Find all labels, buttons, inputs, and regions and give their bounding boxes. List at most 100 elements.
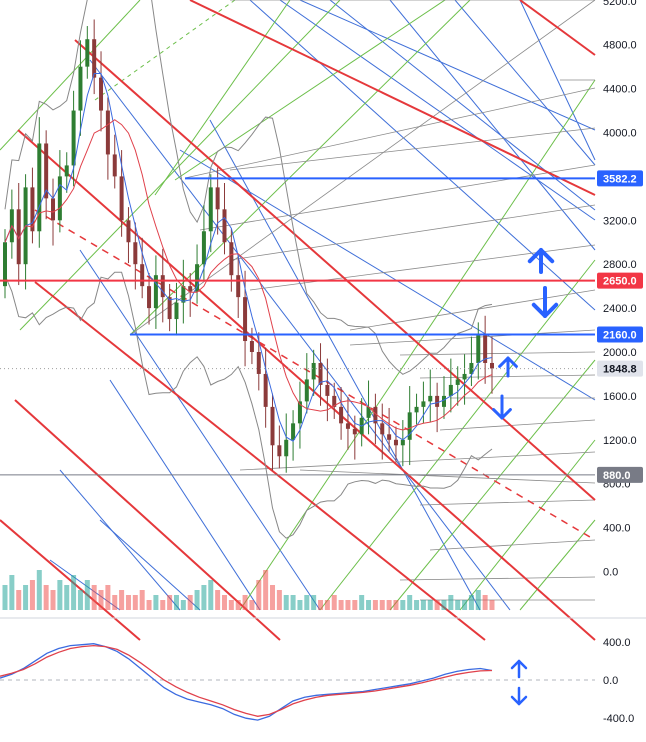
- price-tick-label: 0.0: [603, 567, 618, 579]
- volume-bar: [84, 580, 90, 610]
- green-fan-line: [154, 0, 291, 196]
- gray-fan-line: [399, 576, 596, 581]
- candle-body: [99, 77, 104, 111]
- price-tick-label: 3200.0: [603, 215, 637, 227]
- volume-bar: [414, 600, 420, 610]
- volume-bar: [132, 595, 138, 610]
- volume-bar: [256, 580, 262, 610]
- volume-bar: [201, 585, 207, 610]
- volume-bar: [98, 590, 104, 610]
- candle-body: [407, 412, 412, 440]
- up-arrow-head: [498, 356, 518, 368]
- oscillator-tick-label: 0.0: [603, 675, 618, 687]
- volume-bar: [139, 590, 145, 610]
- gray-fan-line: [349, 289, 596, 331]
- volume-bar: [180, 600, 186, 610]
- volume-bar: [331, 595, 337, 610]
- green-fan-line: [239, 79, 596, 611]
- candle-body: [181, 286, 186, 303]
- candle-body: [490, 362, 494, 369]
- volume-bar: [379, 600, 385, 610]
- candle-body: [160, 275, 165, 298]
- volume-bars: [2, 570, 495, 610]
- volume-bar: [270, 585, 276, 610]
- candle-body: [345, 423, 350, 429]
- volume-bar: [29, 580, 35, 610]
- price-axis[interactable]: 5200.0 4800.0 4400.0 4000.0 3200.0 2800.0 2400…: [597, 0, 643, 725]
- candle-body: [284, 439, 289, 457]
- volume-bar: [386, 600, 392, 610]
- drawing-tools-layer: [0, 0, 596, 641]
- candle-body: [112, 154, 117, 177]
- price-tick-label: 2800.0: [603, 259, 637, 271]
- green-fan-line: [174, 0, 446, 181]
- volume-bar: [64, 585, 70, 610]
- blue-fan-line: [209, 119, 481, 611]
- volume-bar: [57, 580, 63, 610]
- candle-body: [44, 143, 49, 199]
- volume-bar: [324, 600, 330, 610]
- price-level-label: 2160.0: [603, 329, 637, 341]
- up-arrow-head: [510, 659, 528, 670]
- candle-body: [469, 362, 474, 374]
- candle-body: [421, 401, 426, 407]
- volume-bar: [372, 600, 378, 610]
- candle-body: [105, 110, 110, 155]
- price-tick-label: 1200.0: [603, 435, 637, 447]
- candle-body: [387, 434, 392, 440]
- volume-bar: [153, 595, 159, 610]
- price-candles: [3, 19, 494, 473]
- volume-bar: [119, 590, 125, 610]
- candle-body: [92, 39, 97, 78]
- gray-fan-line: [229, 127, 596, 171]
- candle-body: [30, 187, 35, 232]
- candle-body: [270, 406, 275, 446]
- volume-bar: [146, 600, 152, 610]
- candle-body: [476, 335, 481, 363]
- candle-body: [400, 439, 405, 446]
- volume-bar: [221, 595, 227, 610]
- price-tick-label: 4000.0: [603, 128, 637, 140]
- horizontal-price-levels: [0, 177, 595, 476]
- volume-bar: [36, 570, 42, 610]
- candle-body: [208, 187, 213, 232]
- blue-fan-line: [329, 0, 596, 211]
- volume-bar: [208, 580, 214, 610]
- green-fan-line: [519, 519, 596, 611]
- candle-body: [462, 373, 467, 380]
- price-level-badge: [597, 360, 643, 377]
- volume-bar: [2, 585, 8, 610]
- candle-body: [174, 302, 179, 320]
- up-arrow-head: [527, 248, 555, 264]
- price-tick-label: 2000.0: [603, 347, 637, 359]
- price-tick-label: 2400.0: [603, 303, 637, 315]
- volume-bar: [228, 600, 234, 610]
- volume-bar: [71, 575, 77, 610]
- gray-fan-line: [199, 164, 596, 231]
- candle-body: [256, 352, 261, 374]
- down-arrow-head: [492, 408, 512, 420]
- slow-moving-average: [4, 119, 493, 431]
- volume-bar: [297, 600, 303, 610]
- gray-fan-line: [129, 0, 596, 336]
- volume-bar: [338, 600, 344, 610]
- candle-body: [366, 406, 371, 418]
- volume-bar: [475, 590, 481, 610]
- oscillator-panel: [0, 643, 595, 721]
- price-tick-label: 400.0: [603, 523, 631, 535]
- gray-fan-line: [419, 499, 596, 506]
- price-level-badge: [597, 170, 643, 187]
- down-arrow-head: [510, 695, 528, 706]
- candle-body: [3, 242, 7, 287]
- red-channel-line: [34, 281, 486, 641]
- volume-bar: [366, 600, 372, 610]
- candle-body: [153, 275, 158, 309]
- red-channel-line: [0, 519, 141, 641]
- candle-body: [441, 395, 446, 407]
- volume-bar: [393, 600, 399, 610]
- candle-body: [188, 286, 193, 292]
- volume-bar: [345, 600, 351, 610]
- blue-fan-line: [389, 0, 596, 251]
